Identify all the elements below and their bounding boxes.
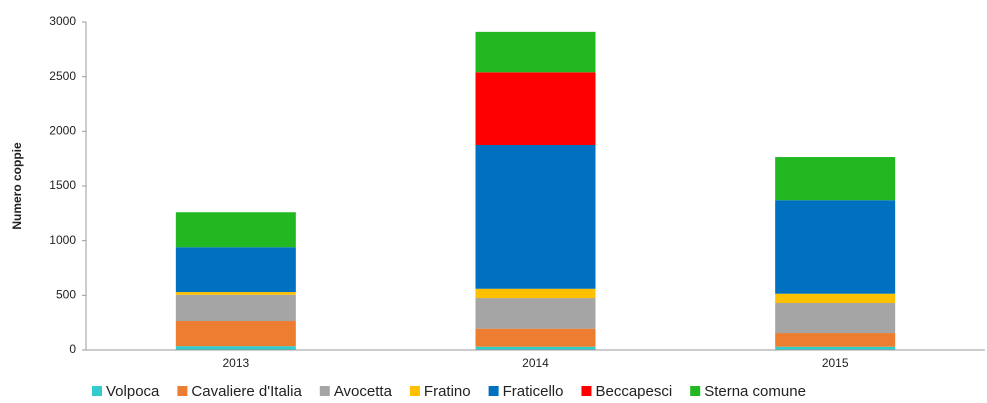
bar-segment: [475, 288, 596, 299]
legend-label: Beccapesci: [595, 383, 672, 400]
legend-label: Cavaliere d'Italia: [191, 383, 302, 400]
x-tick-label: 2015: [822, 356, 849, 370]
legend-swatch: [177, 386, 188, 396]
bar-segment: [475, 298, 596, 329]
y-tick-label: 1500: [49, 178, 76, 192]
y-axis-label: Numero coppie: [10, 142, 24, 230]
bar-segment: [775, 200, 896, 294]
legend-swatch: [409, 386, 420, 396]
legend-swatch: [92, 386, 102, 396]
x-tick-label: 2013: [222, 356, 249, 370]
bar-segment: [475, 145, 596, 289]
bar-segment: [175, 212, 296, 248]
bar-segment: [775, 333, 896, 347]
x-tick-label: 2014: [522, 356, 549, 370]
bar-segment: [475, 328, 596, 347]
y-tick-label: 3000: [49, 14, 76, 28]
bar-segment: [775, 346, 896, 350]
bar-segment: [475, 31, 596, 73]
bar-segment: [175, 346, 296, 350]
legend-swatch: [581, 386, 592, 396]
bar-segment: [175, 292, 296, 295]
y-tick-label: 2000: [49, 124, 76, 138]
legend-swatch: [319, 386, 330, 396]
bar-segment: [175, 294, 296, 322]
legend-label: Fratino: [424, 383, 471, 400]
bar-segment: [175, 247, 296, 293]
bar-segment: [475, 346, 596, 350]
legend-swatch: [690, 386, 701, 396]
bar-segment: [775, 302, 896, 334]
y-tick-label: 500: [56, 288, 76, 302]
y-tick-label: 0: [69, 342, 76, 356]
y-tick-label: 2500: [49, 69, 76, 83]
bar-segment: [775, 157, 896, 201]
legend-label: Sterna comune: [704, 383, 806, 400]
bar-segment: [175, 321, 296, 347]
bar-segment: [775, 293, 896, 303]
legend-label: Fraticello: [503, 383, 564, 400]
y-tick-label: 1000: [49, 233, 76, 247]
bar-segment: [475, 72, 596, 145]
legend-label: Avocetta: [334, 383, 393, 400]
legend-label: Volpoca: [106, 383, 160, 400]
legend-swatch: [488, 386, 499, 396]
